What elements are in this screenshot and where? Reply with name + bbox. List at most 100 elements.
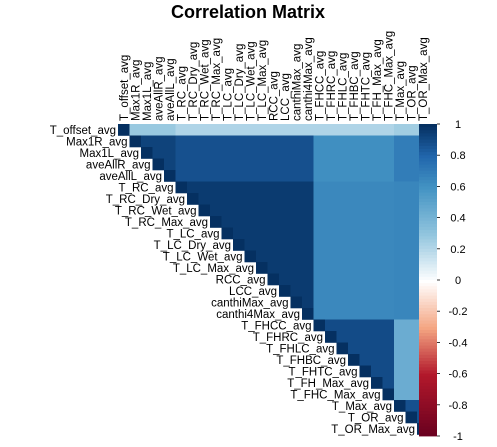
heatmap-cell: [394, 331, 406, 343]
heatmap-cell: [313, 239, 326, 251]
colorbar-segment: [419, 276, 437, 281]
heatmap-cell: [394, 158, 406, 171]
heatmap-cell: [382, 124, 395, 136]
colorbar-segment: [419, 398, 437, 403]
heatmap-cell: [359, 342, 372, 355]
heatmap-cell: [348, 227, 360, 240]
heatmap-cell: [382, 204, 395, 217]
heatmap-cell: [394, 296, 406, 309]
heatmap-cell: [394, 354, 406, 366]
heatmap-cell: [394, 273, 406, 286]
colorbar-segment: [419, 320, 437, 325]
heatmap-cell: [405, 135, 418, 148]
heatmap-cell: [371, 342, 383, 355]
heatmap-cell: [256, 239, 268, 251]
heatmap-cell: [336, 158, 349, 171]
heatmap-cell: [348, 239, 360, 251]
row-label: T_OR_avg: [348, 412, 404, 424]
heatmap-cell: [336, 250, 349, 263]
heatmap-cell: [279, 227, 291, 240]
heatmap-cell: [382, 262, 395, 274]
heatmap-cell: [359, 308, 372, 320]
colorbar-segment: [419, 195, 437, 200]
column-label: T_OR_avg: [406, 65, 418, 121]
row-label: T_RC_Wet_avg: [115, 205, 197, 217]
heatmap-cell: [244, 204, 257, 217]
heatmap-cell: [382, 319, 395, 332]
heatmap-cell: [313, 227, 326, 240]
column-labels: T_offset_avg Max1R_avg Max1L_avg aveAllR_av…: [119, 31, 430, 121]
heatmap-cell: [371, 250, 383, 263]
heatmap-cell: [394, 400, 406, 412]
heatmap-cell: [221, 227, 234, 240]
heatmap-cell: [359, 227, 372, 240]
colorbar-segment: [419, 127, 437, 131]
column-label: LCC_avg: [280, 73, 292, 121]
heatmap-cell: [164, 147, 176, 159]
heatmap-cell: [279, 147, 291, 159]
heatmap-cell: [348, 273, 360, 286]
heatmap-cell: [198, 124, 211, 136]
heatmap-cell: [405, 158, 418, 171]
colorbar-segment: [419, 432, 437, 437]
heatmap-cell: [244, 181, 257, 194]
colorbar-segment: [419, 251, 437, 256]
heatmap-cell: [336, 124, 349, 136]
heatmap-cell: [164, 158, 176, 171]
heatmap-cell: [348, 285, 360, 297]
heatmap-cell: [325, 216, 337, 228]
heatmap-cell: [290, 193, 303, 205]
heatmap-cell: [371, 354, 383, 366]
row-label: T_OR_Max_avg: [331, 424, 415, 436]
heatmap-cell: [348, 296, 360, 309]
heatmap-cell: [290, 135, 303, 148]
colorbar-segment: [419, 211, 437, 215]
heatmap-cell: [279, 204, 291, 217]
heatmap-cell: [348, 193, 360, 205]
heatmap-cell: [198, 181, 211, 194]
colorbar-segment: [419, 152, 437, 156]
heatmap-cell: [302, 170, 314, 182]
heatmap-cell: [256, 124, 268, 136]
heatmap-cell: [371, 377, 383, 389]
heatmap-cell: [152, 124, 165, 136]
heatmap-cell: [348, 135, 360, 148]
heatmap-cell: [405, 216, 418, 228]
heatmap-cell: [244, 250, 257, 263]
heatmap-cell: [164, 135, 176, 148]
heatmap-cell: [267, 181, 280, 194]
heatmap-cell: [405, 239, 418, 251]
chart-title: Correlation Matrix: [171, 2, 325, 22]
heatmap-cell: [279, 216, 291, 228]
colorbar-segment: [419, 301, 437, 306]
heatmap-cell: [348, 319, 360, 332]
colorbar-segment: [419, 336, 437, 340]
colorbar-segment: [419, 255, 437, 259]
heatmap-cell: [210, 204, 222, 217]
heatmap-cell: [187, 170, 199, 182]
heatmap-cell: [382, 239, 395, 251]
heatmap-cell: [256, 135, 268, 148]
colorbar-segment: [419, 220, 437, 225]
heatmap-cell: [371, 331, 383, 343]
heatmap-cell: [348, 250, 360, 263]
heatmap-cell: [382, 296, 395, 309]
heatmap-cell: [233, 193, 245, 205]
heatmap-cell: [244, 216, 257, 228]
heatmap-cell: [325, 331, 337, 343]
heatmap-cell: [348, 147, 360, 159]
heatmap-cell: [129, 124, 142, 136]
heatmap-cell: [325, 319, 337, 332]
heatmap-cell: [244, 227, 257, 240]
heatmap-cell: [405, 285, 418, 297]
heatmap-cell: [302, 308, 314, 320]
heatmap-cell: [371, 158, 383, 171]
colorbar-segment: [419, 407, 437, 412]
colorbar-segment: [419, 167, 437, 172]
row-label: RCC_avg: [216, 274, 266, 286]
heatmap-cell: [371, 135, 383, 148]
heatmap-cell: [405, 170, 418, 182]
row-label: T_LC_Max_avg: [173, 263, 254, 275]
heatmap-cell: [336, 181, 349, 194]
heatmap-cell: [359, 296, 372, 309]
